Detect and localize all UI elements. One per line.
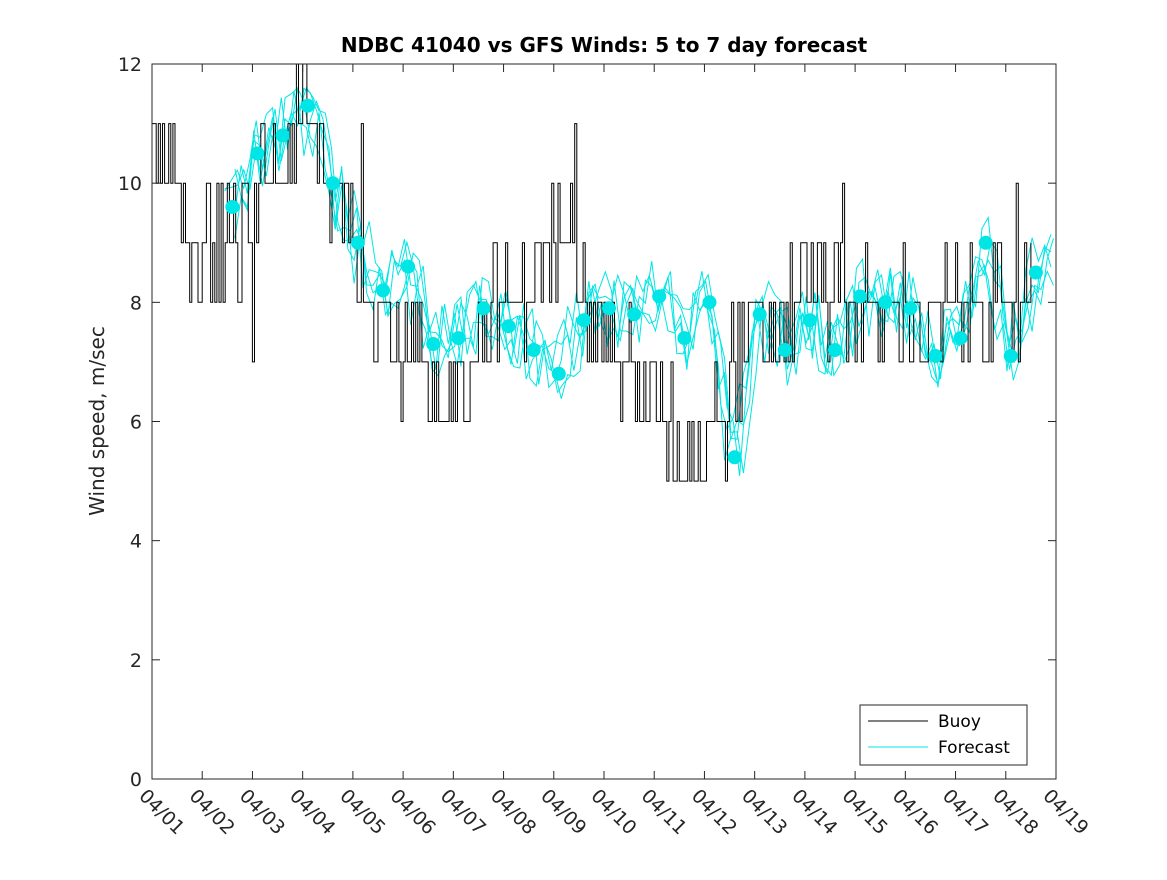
legend-box xyxy=(859,704,1028,766)
forecast-marker xyxy=(928,349,943,363)
y-tick-label: 10 xyxy=(118,173,142,195)
forecast-marker xyxy=(401,259,416,274)
forecast-marker xyxy=(677,331,692,346)
forecast-marker xyxy=(602,301,616,316)
forecast-marker xyxy=(376,283,390,298)
forecast-marker xyxy=(1028,265,1043,280)
forecast-marker xyxy=(627,307,642,322)
forecast-marker xyxy=(551,366,566,381)
y-tick-label: 12 xyxy=(118,54,142,76)
forecast-marker xyxy=(777,343,792,357)
forecast-marker xyxy=(350,235,365,250)
forecast-marker xyxy=(903,301,918,316)
forecast-marker xyxy=(752,307,767,322)
forecast-marker xyxy=(802,313,817,328)
y-tick-label: 6 xyxy=(130,412,142,434)
forecast-marker xyxy=(526,343,541,357)
plot-area xyxy=(152,64,1056,779)
forecast-marker xyxy=(1003,349,1018,363)
y-tick-label: 2 xyxy=(130,650,142,672)
forecast-marker xyxy=(250,146,265,161)
forecast-marker xyxy=(501,319,516,334)
forecast-line xyxy=(234,86,1052,461)
forecast-marker xyxy=(727,450,742,465)
chart-title: NDBC 41040 vs GFS Winds: 5 to 7 day fore… xyxy=(341,33,868,57)
forecast-marker xyxy=(576,313,591,328)
forecast-marker xyxy=(702,295,717,310)
forecast-marker xyxy=(978,235,993,250)
forecast-marker xyxy=(476,301,491,316)
legend-label-buoy: Buoy xyxy=(938,712,981,732)
legend: Buoy Forecast xyxy=(859,704,1028,766)
buoy-line xyxy=(152,63,1032,482)
legend-label-forecast: Forecast xyxy=(938,738,1010,758)
forecast-marker xyxy=(853,289,868,304)
forecast-marker xyxy=(953,331,968,346)
forecast-marker xyxy=(451,331,466,346)
y-axis-label: Wind speed, m/sec xyxy=(85,326,109,516)
forecast-marker xyxy=(828,343,842,357)
y-tick-label: 4 xyxy=(130,531,142,553)
forecast-marker xyxy=(275,128,290,143)
forecast-marker xyxy=(225,200,240,214)
forecast-line xyxy=(234,87,1052,440)
forecast-marker xyxy=(426,337,441,351)
y-tick-label: 0 xyxy=(130,769,142,791)
forecast-marker xyxy=(878,295,893,310)
forecast-marker xyxy=(325,176,340,191)
forecast-marker xyxy=(652,289,667,304)
y-tick-label: 8 xyxy=(130,292,142,314)
forecast-marker xyxy=(300,98,315,113)
